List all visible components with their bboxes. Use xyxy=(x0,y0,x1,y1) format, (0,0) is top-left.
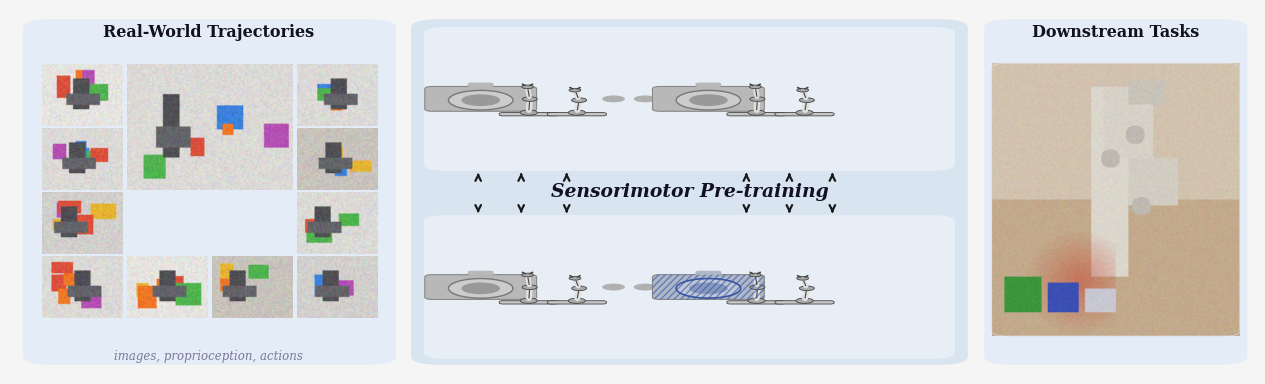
FancyBboxPatch shape xyxy=(23,19,396,365)
Circle shape xyxy=(796,298,813,303)
FancyBboxPatch shape xyxy=(696,83,721,87)
Circle shape xyxy=(634,283,657,290)
Circle shape xyxy=(689,94,727,106)
Circle shape xyxy=(796,110,813,115)
FancyBboxPatch shape xyxy=(775,113,834,116)
Circle shape xyxy=(665,283,688,290)
FancyBboxPatch shape xyxy=(548,113,606,116)
FancyBboxPatch shape xyxy=(425,86,536,111)
Text: Downstream Tasks: Downstream Tasks xyxy=(1032,24,1199,41)
FancyBboxPatch shape xyxy=(548,301,606,304)
Circle shape xyxy=(520,298,538,303)
Text: Sensorimotor Pre-training: Sensorimotor Pre-training xyxy=(550,183,829,201)
Circle shape xyxy=(568,298,586,303)
Circle shape xyxy=(748,110,765,115)
FancyBboxPatch shape xyxy=(775,301,834,304)
Circle shape xyxy=(568,110,586,115)
FancyBboxPatch shape xyxy=(424,27,955,171)
Circle shape xyxy=(569,88,581,92)
FancyBboxPatch shape xyxy=(727,301,786,304)
Circle shape xyxy=(462,94,500,106)
FancyBboxPatch shape xyxy=(984,19,1247,365)
FancyBboxPatch shape xyxy=(411,19,968,365)
Circle shape xyxy=(522,285,538,290)
Circle shape xyxy=(602,283,625,290)
FancyBboxPatch shape xyxy=(425,275,536,300)
Circle shape xyxy=(799,286,815,291)
Circle shape xyxy=(748,298,765,303)
FancyBboxPatch shape xyxy=(696,271,721,275)
Circle shape xyxy=(799,98,815,103)
Circle shape xyxy=(520,110,538,115)
Circle shape xyxy=(462,283,500,294)
Circle shape xyxy=(448,90,514,110)
Circle shape xyxy=(750,97,765,101)
Circle shape xyxy=(665,95,688,103)
Circle shape xyxy=(797,276,808,280)
Circle shape xyxy=(569,276,581,280)
FancyBboxPatch shape xyxy=(500,301,558,304)
Circle shape xyxy=(689,283,727,294)
FancyBboxPatch shape xyxy=(653,275,764,300)
FancyBboxPatch shape xyxy=(727,113,786,116)
Circle shape xyxy=(797,88,808,92)
Circle shape xyxy=(676,90,741,110)
Text: Real-World Trajectories: Real-World Trajectories xyxy=(104,24,314,41)
Circle shape xyxy=(634,95,657,103)
FancyBboxPatch shape xyxy=(468,271,493,275)
Circle shape xyxy=(572,98,587,103)
Circle shape xyxy=(602,95,625,103)
Text: images, proprioception, actions: images, proprioception, actions xyxy=(114,350,304,363)
Circle shape xyxy=(749,85,762,89)
Circle shape xyxy=(521,85,534,89)
Circle shape xyxy=(750,285,765,290)
Circle shape xyxy=(448,278,514,298)
Circle shape xyxy=(522,97,538,101)
FancyBboxPatch shape xyxy=(500,113,558,116)
Circle shape xyxy=(676,278,741,298)
Circle shape xyxy=(521,273,534,277)
FancyBboxPatch shape xyxy=(653,86,764,111)
Circle shape xyxy=(749,273,762,277)
FancyBboxPatch shape xyxy=(468,83,493,87)
FancyBboxPatch shape xyxy=(424,215,955,359)
Circle shape xyxy=(572,286,587,291)
